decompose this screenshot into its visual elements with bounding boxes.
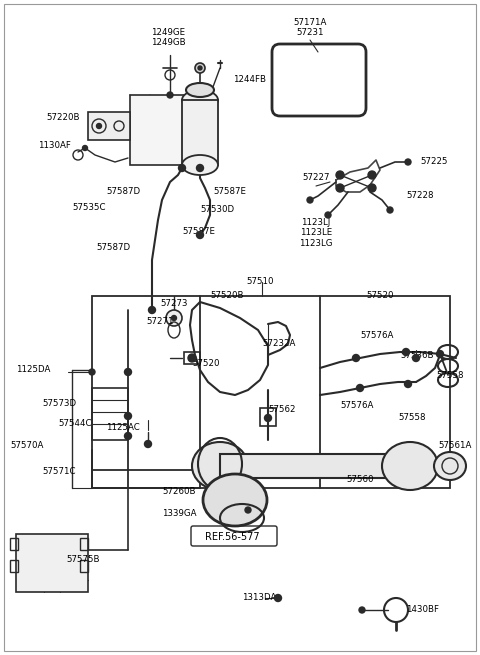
- Text: 57271: 57271: [146, 318, 173, 326]
- Ellipse shape: [186, 83, 214, 97]
- Circle shape: [83, 145, 87, 151]
- Text: 1339GA: 1339GA: [162, 510, 196, 519]
- Circle shape: [196, 164, 204, 172]
- Text: 57225: 57225: [420, 157, 447, 166]
- Text: 1125DA: 1125DA: [16, 365, 50, 375]
- Text: 1430BF: 1430BF: [406, 605, 439, 614]
- Text: 57571C: 57571C: [42, 468, 75, 476]
- Ellipse shape: [203, 474, 267, 526]
- Bar: [10, 538, 18, 550]
- Ellipse shape: [434, 452, 466, 480]
- Text: 57558: 57558: [436, 371, 464, 381]
- Text: 57575B: 57575B: [66, 555, 99, 565]
- Circle shape: [405, 159, 411, 165]
- Circle shape: [198, 66, 202, 70]
- Circle shape: [336, 184, 344, 192]
- Text: 57576A: 57576A: [340, 402, 373, 411]
- Circle shape: [412, 354, 420, 362]
- Circle shape: [436, 350, 444, 358]
- Circle shape: [352, 354, 360, 362]
- Circle shape: [307, 197, 313, 203]
- Text: 57520: 57520: [192, 360, 219, 369]
- Text: 1125AC: 1125AC: [106, 424, 140, 432]
- Text: 57220B: 57220B: [46, 113, 80, 122]
- Circle shape: [171, 316, 177, 320]
- Circle shape: [124, 413, 132, 419]
- Bar: [130, 95, 190, 165]
- Circle shape: [387, 207, 393, 213]
- Bar: [88, 112, 130, 140]
- Ellipse shape: [382, 442, 438, 490]
- Text: 57561A: 57561A: [438, 441, 471, 451]
- Text: 1249GE
1249GB: 1249GE 1249GB: [151, 28, 185, 47]
- Ellipse shape: [182, 90, 218, 110]
- Bar: [10, 560, 18, 572]
- Circle shape: [405, 381, 411, 388]
- Text: 57520: 57520: [366, 291, 394, 301]
- Text: 57587D: 57587D: [96, 244, 130, 252]
- Text: 1244FB: 1244FB: [233, 75, 266, 84]
- Ellipse shape: [195, 63, 205, 73]
- Bar: [184, 352, 200, 364]
- Circle shape: [196, 231, 204, 238]
- Bar: [80, 538, 88, 550]
- Circle shape: [96, 124, 101, 128]
- Text: 57227: 57227: [302, 174, 330, 183]
- Circle shape: [144, 441, 152, 447]
- Text: 1130AF: 1130AF: [38, 141, 71, 149]
- Text: 57587E: 57587E: [213, 187, 246, 196]
- Circle shape: [89, 369, 95, 375]
- Text: 57573D: 57573D: [42, 400, 76, 409]
- Circle shape: [403, 348, 409, 356]
- Text: 57544C: 57544C: [58, 419, 92, 428]
- Circle shape: [167, 92, 173, 98]
- Text: 57520B: 57520B: [210, 291, 243, 301]
- Circle shape: [179, 164, 185, 172]
- Circle shape: [357, 384, 363, 392]
- Bar: [260, 408, 276, 426]
- Circle shape: [359, 607, 365, 613]
- Text: 57576A: 57576A: [360, 331, 394, 341]
- Text: 57536B: 57536B: [400, 352, 433, 360]
- Text: 57558: 57558: [398, 413, 425, 422]
- Circle shape: [336, 171, 344, 179]
- Text: 57587E: 57587E: [182, 227, 215, 236]
- Circle shape: [188, 354, 196, 362]
- Circle shape: [325, 212, 331, 218]
- Circle shape: [264, 415, 272, 422]
- Text: 1123LJ
1123LE
1123LG: 1123LJ 1123LE 1123LG: [299, 218, 333, 248]
- Text: 57530D: 57530D: [200, 206, 234, 214]
- Ellipse shape: [192, 442, 248, 490]
- Circle shape: [368, 171, 376, 179]
- Text: 57570A: 57570A: [10, 441, 43, 451]
- Text: 57560: 57560: [346, 476, 373, 485]
- Bar: [92, 388, 128, 440]
- Ellipse shape: [166, 310, 182, 326]
- Circle shape: [124, 369, 132, 375]
- Text: REF.56-577: REF.56-577: [204, 532, 259, 542]
- Circle shape: [245, 507, 251, 513]
- Text: 57273: 57273: [160, 299, 188, 309]
- Text: 57535C: 57535C: [72, 204, 106, 212]
- Bar: [16, 534, 88, 592]
- Text: 1313DA: 1313DA: [242, 593, 276, 603]
- Bar: [80, 560, 88, 572]
- Text: 57228: 57228: [406, 191, 433, 200]
- Text: 57232A: 57232A: [262, 339, 295, 348]
- Bar: [92, 296, 450, 488]
- Text: 57562: 57562: [268, 405, 296, 415]
- Bar: [182, 100, 218, 165]
- Circle shape: [148, 307, 156, 314]
- Circle shape: [368, 184, 376, 192]
- Ellipse shape: [182, 155, 218, 175]
- Bar: [220, 454, 410, 478]
- Circle shape: [275, 595, 281, 601]
- Text: 57510: 57510: [246, 278, 274, 286]
- Text: 57171A
57231: 57171A 57231: [293, 18, 327, 37]
- Text: 57587D: 57587D: [106, 187, 140, 196]
- Text: 57260B: 57260B: [162, 487, 195, 496]
- Circle shape: [124, 432, 132, 440]
